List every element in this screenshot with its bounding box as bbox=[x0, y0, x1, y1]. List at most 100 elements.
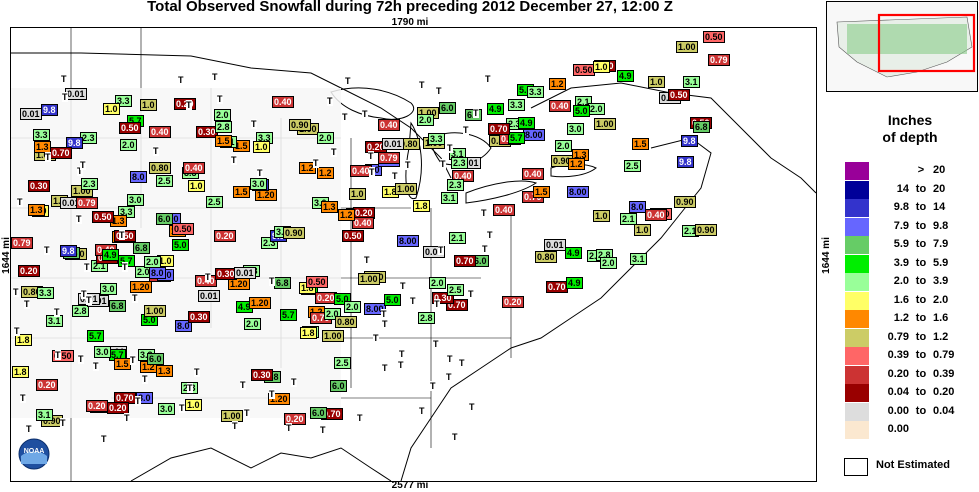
station-value-label: 1.2 bbox=[338, 209, 355, 221]
trace-marker: T bbox=[93, 361, 99, 371]
trace-marker: T bbox=[345, 76, 351, 86]
trace-marker: T bbox=[364, 255, 370, 265]
legend-hi-label: 0.04 bbox=[933, 404, 955, 417]
station-value-label: 0.79 bbox=[76, 197, 98, 209]
station-value-label: 4.9 bbox=[102, 249, 119, 261]
legend-swatch bbox=[845, 217, 869, 236]
legend-hi-label: 1.2 bbox=[933, 330, 949, 343]
trace-marker: T bbox=[362, 109, 368, 119]
trace-marker: T bbox=[447, 143, 453, 153]
station-value-label: 4.9 bbox=[617, 70, 634, 82]
station-value-label: 0.80 bbox=[535, 251, 557, 263]
station-value-label: 0.80 bbox=[149, 162, 171, 174]
legend-lo-label: 0.20 bbox=[887, 367, 909, 380]
trace-marker: T bbox=[331, 147, 337, 157]
station-value-label: 1.8 bbox=[15, 334, 32, 346]
station-value-label: 4.9 bbox=[518, 117, 535, 129]
trace-marker: T bbox=[44, 245, 50, 255]
station-value-label: 3.0 bbox=[250, 178, 267, 190]
station-value-label: 0.79 bbox=[11, 237, 33, 249]
station-value-label: 2.8 bbox=[72, 305, 89, 317]
trace-marker: T bbox=[232, 421, 238, 431]
station-value-label: 1.20 bbox=[255, 189, 277, 201]
station-value-label: 0.30 bbox=[196, 126, 218, 138]
station-value-label: 1.5 bbox=[114, 358, 131, 370]
trace-marker: T bbox=[20, 393, 26, 403]
station-value-label: 0.01 bbox=[20, 108, 42, 120]
station-value-label: 2.3 bbox=[81, 178, 98, 190]
trace-marker: T bbox=[482, 244, 488, 254]
legend-lo-label: 0.79 bbox=[887, 330, 909, 343]
station-value-label: 9.8 bbox=[677, 156, 694, 168]
legend-to-label: to bbox=[915, 312, 927, 324]
legend-to-label: to bbox=[915, 219, 927, 232]
legend-hi-label: 0.39 bbox=[933, 367, 955, 380]
station-value-label: 2.0 bbox=[417, 114, 434, 126]
legend-row: 0.04 to 0.20 bbox=[845, 384, 979, 402]
station-value-label: 6.0 bbox=[147, 353, 164, 365]
station-value-label: 1.0 bbox=[253, 141, 270, 153]
station-value-label: 2.0 bbox=[429, 277, 446, 289]
snowfall-map[interactable]: 0.30 1.0 5.7 0.01 0.50 1.5 2.3 0.70 3.0 0.20 1.00 0… bbox=[10, 27, 817, 482]
trace-marker: T bbox=[469, 402, 475, 412]
station-value-label: 6.8 bbox=[133, 242, 150, 254]
station-value-label: 1.5 bbox=[233, 186, 250, 198]
station-value-label: 0.01 bbox=[382, 138, 404, 150]
legend-swatch bbox=[845, 384, 869, 402]
station-value-label: 1.3 bbox=[110, 215, 127, 227]
legend-to-label: to bbox=[915, 182, 927, 195]
station-labels-layer: 0.30 1.0 5.7 0.01 0.50 1.5 2.3 0.70 3.0 0.20 1.00 0… bbox=[11, 28, 816, 481]
station-value-label: 0.30 bbox=[28, 180, 50, 192]
station-value-label: 1.00 bbox=[676, 41, 698, 53]
legend-lo-label: 5.9 bbox=[893, 238, 909, 250]
station-value-label: 0.40 bbox=[522, 168, 544, 180]
station-value-label: 1.00 bbox=[594, 118, 616, 130]
legend-hi-label: 7.9 bbox=[933, 238, 949, 250]
trace-marker: T bbox=[436, 86, 442, 96]
trace-marker: T bbox=[369, 167, 375, 177]
trace-marker: T bbox=[142, 374, 148, 384]
station-value-label: 0.50 bbox=[92, 211, 114, 223]
station-value-label: 5.7 bbox=[280, 309, 297, 321]
trace-marker: T bbox=[179, 403, 185, 413]
trace-marker: T bbox=[76, 214, 82, 224]
trace-marker: T bbox=[392, 171, 398, 181]
trace-marker: T bbox=[194, 367, 200, 377]
station-value-label: 0.90 bbox=[695, 224, 717, 236]
station-value-label: 9.8 bbox=[60, 245, 77, 257]
station-value-label: 1.0 bbox=[648, 76, 665, 88]
legend-swatch bbox=[845, 347, 869, 365]
legend-to-label: to bbox=[915, 275, 927, 287]
station-value-label: 6.0 bbox=[439, 102, 456, 114]
trace-marker: T bbox=[291, 377, 297, 387]
station-value-label: 0.50 bbox=[668, 89, 690, 101]
station-value-label: 3.3 bbox=[527, 86, 544, 98]
legend-to-label: to bbox=[915, 201, 927, 213]
station-value-label: 3.3 bbox=[508, 99, 525, 111]
inset-extent-box bbox=[877, 13, 976, 73]
trace-marker: T bbox=[269, 276, 275, 286]
legend-row: 9.8 to 14 bbox=[845, 199, 979, 217]
legend-hi-label: 20 bbox=[933, 164, 946, 176]
station-value-label: 1.8 bbox=[300, 327, 317, 339]
noaa-logo: NOAA bbox=[18, 438, 50, 475]
legend-to-label: to bbox=[915, 238, 927, 250]
canada-coast bbox=[530, 82, 816, 194]
station-value-label: 0.20 bbox=[36, 379, 58, 391]
station-value-label: 4.9 bbox=[487, 103, 504, 115]
trace-marker: T bbox=[399, 349, 405, 359]
trace-marker: T bbox=[24, 299, 30, 309]
distance-top: 1790 mi bbox=[391, 17, 429, 28]
locator-inset-map[interactable] bbox=[826, 1, 978, 92]
trace-marker: T bbox=[400, 281, 406, 291]
map-title: Total Observed Snowfall during 72h prece… bbox=[147, 0, 673, 15]
trace-marker: T bbox=[178, 75, 184, 85]
trace-marker: T bbox=[485, 74, 491, 84]
trace-marker: T bbox=[122, 262, 128, 272]
legend-swatch bbox=[845, 328, 869, 347]
trace-marker: T bbox=[186, 100, 192, 110]
legend-row: 0.00 bbox=[845, 421, 979, 439]
trace-marker: T bbox=[446, 372, 452, 382]
station-value-label: 2.1 bbox=[449, 232, 466, 244]
station-value-label: 1.3 bbox=[156, 365, 173, 377]
